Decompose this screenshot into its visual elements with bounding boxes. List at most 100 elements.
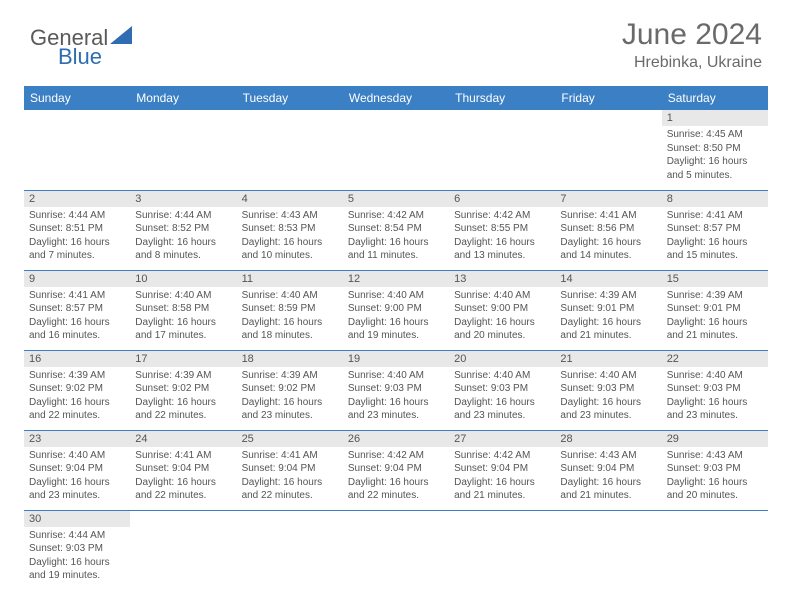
day-info: Sunrise: 4:41 AMSunset: 8:56 PMDaylight:…	[555, 207, 661, 267]
sunset-text: Sunset: 9:02 PM	[135, 382, 231, 396]
day-info: Sunrise: 4:40 AMSunset: 9:00 PMDaylight:…	[449, 287, 555, 347]
sunrise-text: Sunrise: 4:41 AM	[135, 449, 231, 463]
day-info: Sunrise: 4:45 AMSunset: 8:50 PMDaylight:…	[662, 126, 768, 186]
sunset-text: Sunset: 8:57 PM	[667, 222, 763, 236]
calendar-day-cell: 25Sunrise: 4:41 AMSunset: 9:04 PMDayligh…	[237, 430, 343, 510]
day-info: Sunrise: 4:40 AMSunset: 9:03 PMDaylight:…	[343, 367, 449, 427]
sunrise-text: Sunrise: 4:42 AM	[348, 209, 444, 223]
calendar-day-cell: 15Sunrise: 4:39 AMSunset: 9:01 PMDayligh…	[662, 270, 768, 350]
sunset-text: Sunset: 9:03 PM	[454, 382, 550, 396]
day-info: Sunrise: 4:43 AMSunset: 8:53 PMDaylight:…	[237, 207, 343, 267]
day-info: Sunrise: 4:41 AMSunset: 9:04 PMDaylight:…	[237, 447, 343, 507]
location-label: Hrebinka, Ukraine	[622, 54, 762, 72]
sunset-text: Sunset: 9:00 PM	[454, 302, 550, 316]
calendar-day-cell: 19Sunrise: 4:40 AMSunset: 9:03 PMDayligh…	[343, 350, 449, 430]
calendar-day-cell: 7Sunrise: 4:41 AMSunset: 8:56 PMDaylight…	[555, 190, 661, 270]
day-info: Sunrise: 4:40 AMSunset: 9:04 PMDaylight:…	[24, 447, 130, 507]
sunrise-text: Sunrise: 4:41 AM	[242, 449, 338, 463]
day-number: 27	[449, 431, 555, 447]
day-info: Sunrise: 4:44 AMSunset: 9:03 PMDaylight:…	[24, 527, 130, 587]
sunrise-text: Sunrise: 4:41 AM	[560, 209, 656, 223]
calendar-day-cell: 24Sunrise: 4:41 AMSunset: 9:04 PMDayligh…	[130, 430, 236, 510]
sunset-text: Sunset: 9:04 PM	[348, 462, 444, 476]
day-info: Sunrise: 4:39 AMSunset: 9:01 PMDaylight:…	[662, 287, 768, 347]
sunset-text: Sunset: 9:03 PM	[560, 382, 656, 396]
sunrise-text: Sunrise: 4:40 AM	[348, 369, 444, 383]
header: General June 2024 Hrebinka, Ukraine	[0, 0, 792, 80]
day-number: 19	[343, 351, 449, 367]
calendar-day-cell	[237, 110, 343, 190]
sunset-text: Sunset: 8:55 PM	[454, 222, 550, 236]
daylight-text: Daylight: 16 hours and 19 minutes.	[29, 556, 125, 583]
calendar-day-cell: 12Sunrise: 4:40 AMSunset: 9:00 PMDayligh…	[343, 270, 449, 350]
sunrise-text: Sunrise: 4:43 AM	[242, 209, 338, 223]
day-number: 21	[555, 351, 661, 367]
calendar-day-cell: 14Sunrise: 4:39 AMSunset: 9:01 PMDayligh…	[555, 270, 661, 350]
calendar-day-cell: 27Sunrise: 4:42 AMSunset: 9:04 PMDayligh…	[449, 430, 555, 510]
calendar-day-cell: 4Sunrise: 4:43 AMSunset: 8:53 PMDaylight…	[237, 190, 343, 270]
daylight-text: Daylight: 16 hours and 22 minutes.	[135, 396, 231, 423]
sunrise-text: Sunrise: 4:40 AM	[29, 449, 125, 463]
daylight-text: Daylight: 16 hours and 23 minutes.	[560, 396, 656, 423]
day-number: 6	[449, 191, 555, 207]
sunrise-text: Sunrise: 4:39 AM	[29, 369, 125, 383]
daylight-text: Daylight: 16 hours and 7 minutes.	[29, 236, 125, 263]
calendar-week-row: 30Sunrise: 4:44 AMSunset: 9:03 PMDayligh…	[24, 510, 768, 590]
daylight-text: Daylight: 16 hours and 23 minutes.	[242, 396, 338, 423]
day-info: Sunrise: 4:42 AMSunset: 9:04 PMDaylight:…	[449, 447, 555, 507]
daylight-text: Daylight: 16 hours and 21 minutes.	[667, 316, 763, 343]
day-info: Sunrise: 4:42 AMSunset: 8:54 PMDaylight:…	[343, 207, 449, 267]
day-number: 28	[555, 431, 661, 447]
daylight-text: Daylight: 16 hours and 21 minutes.	[454, 476, 550, 503]
calendar-day-cell: 11Sunrise: 4:40 AMSunset: 8:59 PMDayligh…	[237, 270, 343, 350]
sunset-text: Sunset: 9:01 PM	[560, 302, 656, 316]
calendar-day-cell	[343, 510, 449, 590]
day-info: Sunrise: 4:40 AMSunset: 9:03 PMDaylight:…	[449, 367, 555, 427]
sunrise-text: Sunrise: 4:43 AM	[667, 449, 763, 463]
day-info: Sunrise: 4:39 AMSunset: 9:02 PMDaylight:…	[130, 367, 236, 427]
sunset-text: Sunset: 9:02 PM	[242, 382, 338, 396]
sunset-text: Sunset: 9:01 PM	[667, 302, 763, 316]
day-info: Sunrise: 4:40 AMSunset: 9:03 PMDaylight:…	[662, 367, 768, 427]
sunrise-text: Sunrise: 4:40 AM	[242, 289, 338, 303]
sunset-text: Sunset: 8:52 PM	[135, 222, 231, 236]
calendar-week-row: 23Sunrise: 4:40 AMSunset: 9:04 PMDayligh…	[24, 430, 768, 510]
day-number: 7	[555, 191, 661, 207]
sunset-text: Sunset: 9:04 PM	[29, 462, 125, 476]
calendar-day-cell: 1Sunrise: 4:45 AMSunset: 8:50 PMDaylight…	[662, 110, 768, 190]
sunrise-text: Sunrise: 4:40 AM	[560, 369, 656, 383]
calendar-day-cell: 2Sunrise: 4:44 AMSunset: 8:51 PMDaylight…	[24, 190, 130, 270]
day-number: 24	[130, 431, 236, 447]
sail-icon	[110, 24, 140, 52]
daylight-text: Daylight: 16 hours and 16 minutes.	[29, 316, 125, 343]
title-block: June 2024 Hrebinka, Ukraine	[622, 18, 762, 72]
day-number: 30	[24, 511, 130, 527]
daylight-text: Daylight: 16 hours and 15 minutes.	[667, 236, 763, 263]
sunset-text: Sunset: 8:59 PM	[242, 302, 338, 316]
daylight-text: Daylight: 16 hours and 13 minutes.	[454, 236, 550, 263]
calendar-day-cell: 5Sunrise: 4:42 AMSunset: 8:54 PMDaylight…	[343, 190, 449, 270]
calendar-day-cell	[449, 510, 555, 590]
calendar-day-cell: 16Sunrise: 4:39 AMSunset: 9:02 PMDayligh…	[24, 350, 130, 430]
daylight-text: Daylight: 16 hours and 23 minutes.	[454, 396, 550, 423]
weekday-header-row: Sunday Monday Tuesday Wednesday Thursday…	[24, 86, 768, 110]
day-number: 29	[662, 431, 768, 447]
daylight-text: Daylight: 16 hours and 23 minutes.	[667, 396, 763, 423]
sunrise-text: Sunrise: 4:40 AM	[667, 369, 763, 383]
calendar-day-cell: 6Sunrise: 4:42 AMSunset: 8:55 PMDaylight…	[449, 190, 555, 270]
day-number: 9	[24, 271, 130, 287]
calendar-day-cell: 22Sunrise: 4:40 AMSunset: 9:03 PMDayligh…	[662, 350, 768, 430]
day-info: Sunrise: 4:41 AMSunset: 8:57 PMDaylight:…	[662, 207, 768, 267]
day-info: Sunrise: 4:41 AMSunset: 8:57 PMDaylight:…	[24, 287, 130, 347]
day-info: Sunrise: 4:42 AMSunset: 8:55 PMDaylight:…	[449, 207, 555, 267]
sunrise-text: Sunrise: 4:45 AM	[667, 128, 763, 142]
sunrise-text: Sunrise: 4:40 AM	[454, 289, 550, 303]
sunrise-text: Sunrise: 4:39 AM	[667, 289, 763, 303]
daylight-text: Daylight: 16 hours and 20 minutes.	[454, 316, 550, 343]
sunrise-text: Sunrise: 4:39 AM	[242, 369, 338, 383]
calendar-table: Sunday Monday Tuesday Wednesday Thursday…	[24, 86, 768, 590]
day-number: 17	[130, 351, 236, 367]
weekday-header: Tuesday	[237, 86, 343, 110]
weekday-header: Wednesday	[343, 86, 449, 110]
calendar-week-row: 1Sunrise: 4:45 AMSunset: 8:50 PMDaylight…	[24, 110, 768, 190]
